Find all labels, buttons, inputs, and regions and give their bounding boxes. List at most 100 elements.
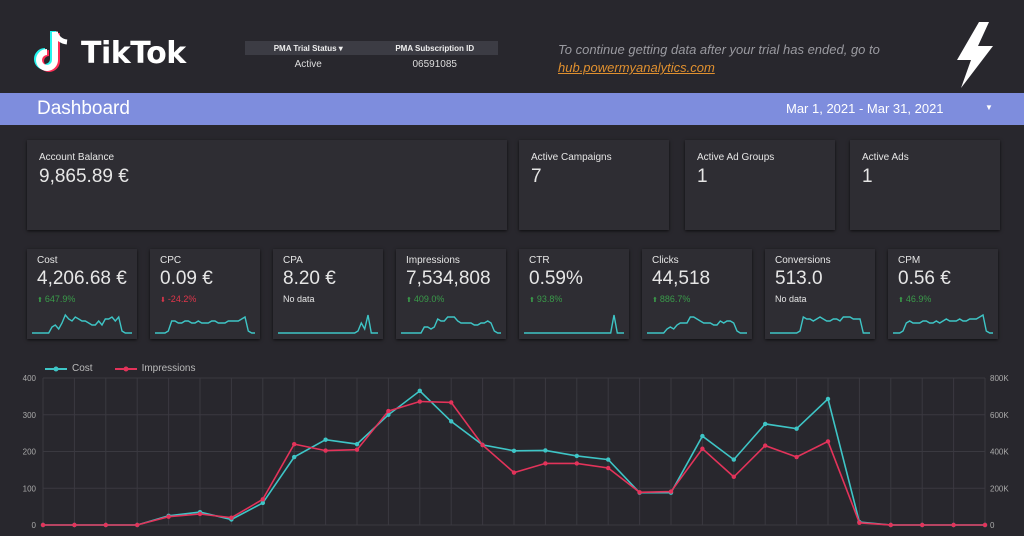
data-point-cost[interactable]: [700, 433, 705, 439]
y-left-tick-label: 400: [23, 374, 37, 383]
kpi-sparkline: [647, 316, 747, 334]
kpi-card-conversions: Conversions 513.0 No data: [765, 249, 875, 339]
card-label: Active Ad Groups: [697, 152, 775, 163]
data-point-impressions[interactable]: [637, 490, 642, 495]
y-left-tick-label: 200: [23, 448, 37, 457]
pma-subscription-id-value: 06591085: [412, 58, 458, 70]
card-value: 1: [697, 166, 708, 187]
data-point-impressions[interactable]: [197, 511, 203, 517]
card-value: 7: [531, 166, 542, 187]
y-left-tick-label: 300: [23, 411, 37, 420]
kpi-value: 0.59%: [529, 268, 583, 289]
data-point-impressions[interactable]: [480, 442, 485, 448]
y-right-tick-label: 0: [990, 521, 995, 530]
data-point-impressions[interactable]: [323, 448, 328, 453]
kpi-sparkline: [524, 314, 624, 334]
data-point-cost[interactable]: [731, 457, 736, 462]
legend-item-impressions[interactable]: Impressions: [114, 363, 195, 374]
data-point-impressions[interactable]: [794, 454, 799, 460]
kpi-sparkline: [278, 314, 378, 334]
data-point-cost[interactable]: [417, 388, 422, 394]
data-point-cost[interactable]: [606, 457, 611, 462]
data-point-cost[interactable]: [323, 437, 328, 442]
data-point-impressions[interactable]: [951, 522, 956, 528]
kpi-value: 0.56 €: [898, 268, 951, 289]
data-point-impressions[interactable]: [700, 446, 705, 451]
data-point-impressions[interactable]: [763, 443, 768, 448]
data-point-impressions[interactable]: [103, 522, 109, 528]
kpi-delta: ⬆ 46.9%: [898, 294, 932, 304]
page-title: Dashboard: [37, 98, 130, 119]
data-point-impressions[interactable]: [449, 400, 454, 405]
pma-subscription-id-header: PMA Subscription ID: [395, 43, 475, 53]
data-point-impressions[interactable]: [260, 497, 265, 502]
kpi-card-impressions: Impressions 7,534,808 ⬆ 409.0%: [396, 249, 506, 339]
chevron-down-icon[interactable]: ▼: [985, 103, 993, 112]
kpi-delta: ⬆ 647.9%: [37, 294, 76, 304]
data-point-impressions[interactable]: [606, 465, 611, 471]
data-point-impressions[interactable]: [668, 489, 674, 494]
cost-impressions-line-chart: 0 0 100 200K 200 400K 300 600K 400 800K: [23, 374, 1010, 530]
data-point-impressions[interactable]: [386, 408, 391, 414]
data-point-impressions[interactable]: [574, 461, 579, 466]
kpi-label: CPM: [898, 255, 921, 266]
logo-wordmark: TikTok: [81, 36, 186, 71]
pma-trial-status-value: Active: [294, 58, 322, 70]
tiktok-logo: TikTok: [33, 28, 193, 78]
kpi-sparkline: [32, 313, 132, 334]
kpi-value: 8.20 €: [283, 268, 336, 289]
data-point-cost[interactable]: [292, 454, 297, 460]
data-point-impressions[interactable]: [417, 399, 422, 404]
data-point-cost[interactable]: [449, 419, 454, 424]
data-point-impressions[interactable]: [543, 461, 548, 466]
data-point-cost[interactable]: [543, 448, 548, 453]
kpi-sparkline: [893, 313, 993, 334]
active-ad-groups-card: Active Ad Groups 1: [685, 140, 835, 230]
data-point-cost[interactable]: [825, 396, 831, 402]
data-point-cost[interactable]: [260, 500, 265, 506]
kpi-label: Conversions: [775, 255, 831, 266]
date-range-picker[interactable]: Mar 1, 2021 - Mar 31, 2021: [786, 101, 944, 116]
arrow-down-icon: ⬇: [160, 297, 168, 304]
legend-item-cost[interactable]: Cost: [45, 363, 93, 374]
data-point-impressions[interactable]: [72, 522, 77, 528]
data-point-impressions[interactable]: [511, 470, 517, 475]
data-point-cost[interactable]: [794, 426, 799, 431]
data-point-cost[interactable]: [354, 441, 360, 447]
data-point-impressions[interactable]: [982, 522, 988, 528]
kpi-label: Clicks: [652, 255, 679, 266]
kpi-value: 44,518: [652, 268, 711, 289]
hub-link[interactable]: hub.powermyanalytics.com: [558, 60, 715, 75]
data-point-impressions[interactable]: [888, 522, 893, 528]
header: TikTok PMA Trial Status ▾ PMA Subscripti…: [0, 0, 1024, 93]
data-point-cost[interactable]: [574, 453, 579, 459]
data-point-impressions[interactable]: [166, 514, 171, 519]
pma-trial-status-header[interactable]: PMA Trial Status ▾: [273, 43, 343, 53]
chart-legend: Cost Impressions: [45, 363, 195, 374]
kpi-value: 513.0: [775, 268, 823, 289]
data-point-impressions[interactable]: [229, 515, 234, 520]
kpi-value: 7,534,808: [406, 268, 491, 289]
y-left-tick-label: 0: [32, 521, 37, 530]
kpi-card-cpa: CPA 8.20 € No data: [273, 249, 383, 339]
kpi-label: Impressions: [406, 255, 460, 266]
kpi-nodata: No data: [775, 294, 807, 304]
data-point-impressions[interactable]: [354, 447, 360, 452]
lightning-bolt-icon: [957, 22, 993, 88]
data-point-cost[interactable]: [511, 448, 517, 453]
kpi-value: 4,206.68 €: [37, 268, 127, 289]
kpi-label: CTR: [529, 255, 550, 266]
kpi-delta: ⬆ 886.7%: [652, 294, 691, 304]
data-point-impressions[interactable]: [731, 474, 736, 480]
kpi-nodata: No data: [283, 294, 315, 304]
data-point-impressions[interactable]: [135, 522, 140, 528]
data-point-impressions[interactable]: [920, 522, 925, 528]
kpi-card-ctr: CTR 0.59% ⬆ 93.8%: [519, 249, 629, 339]
data-point-cost[interactable]: [763, 421, 768, 427]
data-point-impressions[interactable]: [40, 522, 46, 528]
data-point-impressions[interactable]: [857, 520, 862, 525]
y-right-tick-label: 200K: [990, 484, 1009, 493]
data-point-impressions[interactable]: [825, 439, 831, 444]
sort-caret-icon: ▾: [338, 43, 343, 53]
data-point-impressions[interactable]: [292, 441, 297, 447]
